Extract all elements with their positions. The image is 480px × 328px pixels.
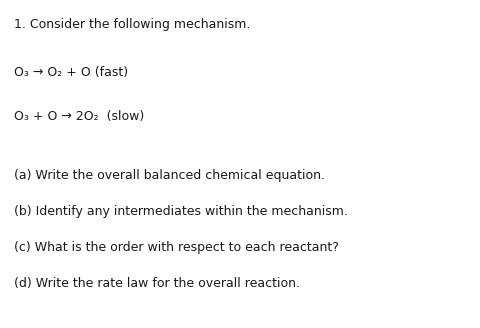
Text: O₃ + O → 2O₂  (slow): O₃ + O → 2O₂ (slow) — [14, 110, 144, 123]
Text: (d) Write the rate law for the overall reaction.: (d) Write the rate law for the overall r… — [14, 277, 300, 290]
Text: O₃ → O₂ + O (fast): O₃ → O₂ + O (fast) — [14, 66, 128, 79]
Text: (c) What is the order with respect to each reactant?: (c) What is the order with respect to ea… — [14, 241, 338, 254]
Text: (a) Write the overall balanced chemical equation.: (a) Write the overall balanced chemical … — [14, 169, 325, 182]
Text: (b) Identify any intermediates within the mechanism.: (b) Identify any intermediates within th… — [14, 205, 348, 218]
Text: 1. Consider the following mechanism.: 1. Consider the following mechanism. — [14, 18, 250, 31]
